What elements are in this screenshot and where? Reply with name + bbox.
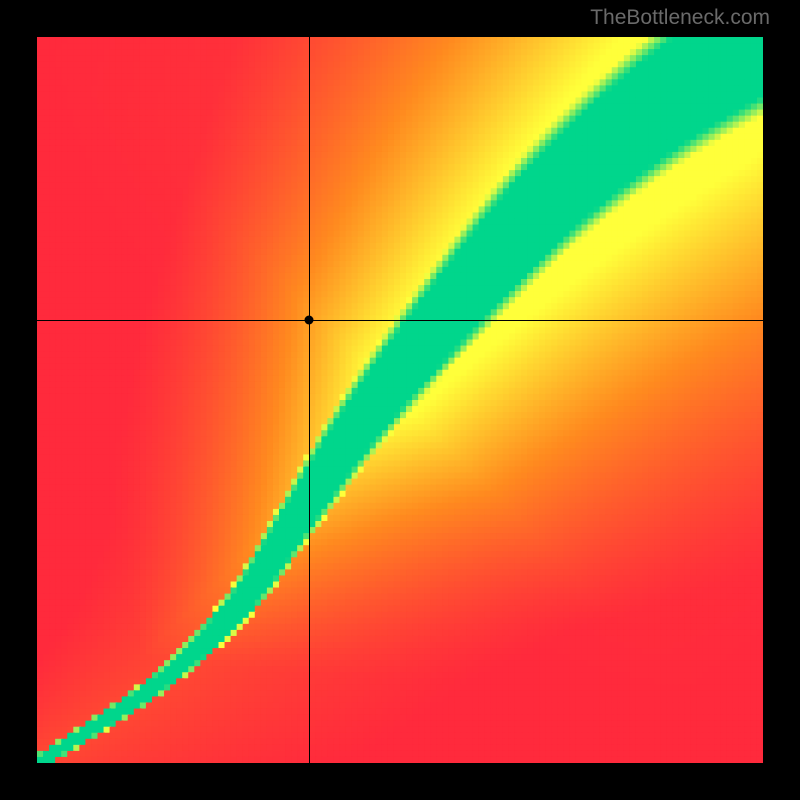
chart-container: TheBottleneck.com	[0, 0, 800, 800]
plot-area	[37, 37, 763, 763]
heatmap-canvas	[37, 37, 763, 763]
crosshair-vertical	[309, 37, 310, 763]
watermark-text: TheBottleneck.com	[590, 6, 770, 30]
intersection-marker	[305, 316, 314, 325]
crosshair-horizontal	[37, 320, 763, 321]
